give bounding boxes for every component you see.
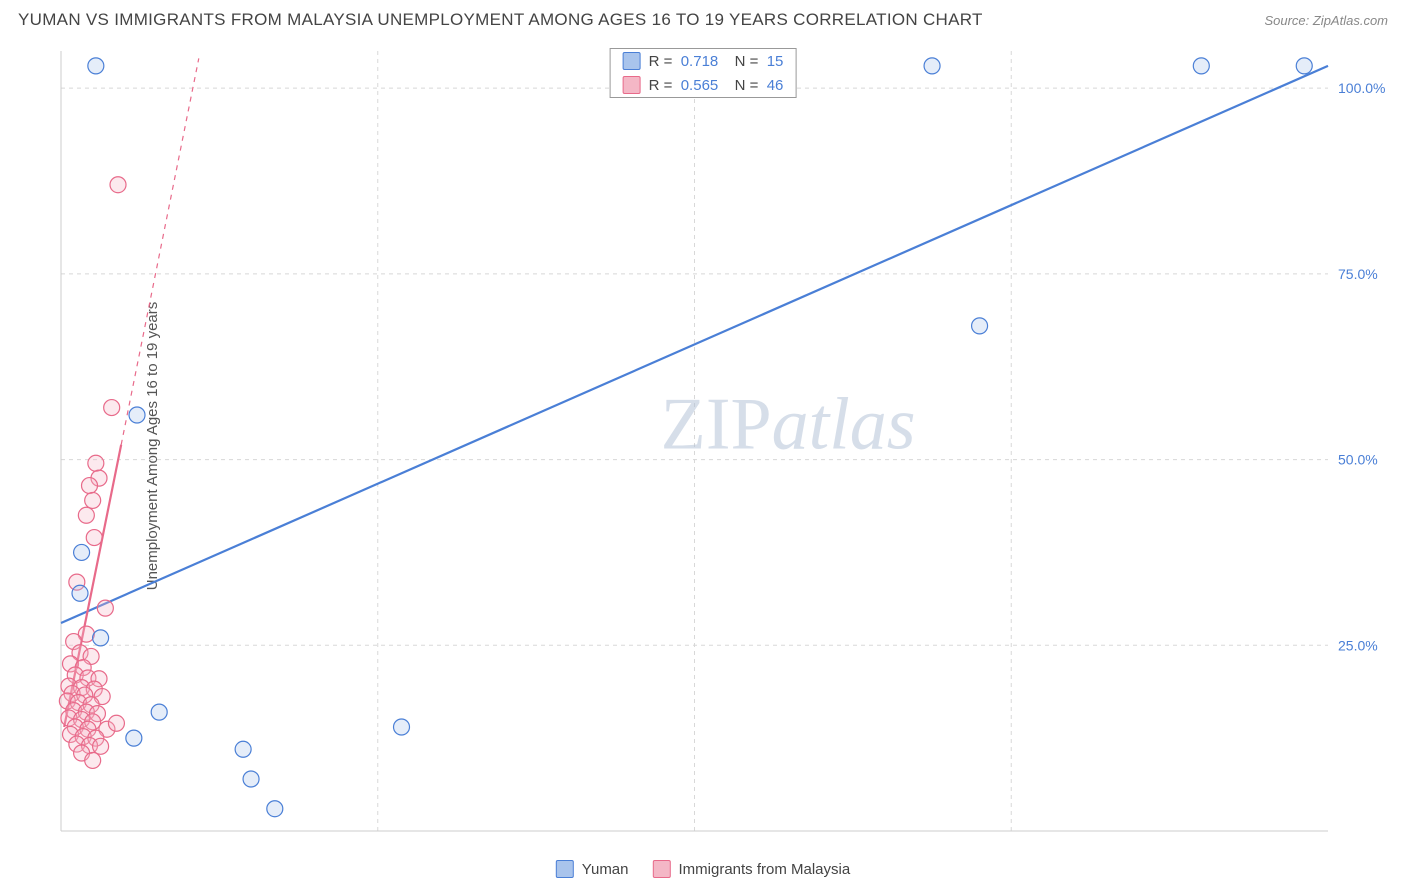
legend-swatch: [623, 52, 641, 70]
plot-area: 25.0%50.0%75.0%100.0%0.0%80.0% ZIPatlas: [55, 45, 1388, 837]
legend-r-label: R = 0.565: [649, 77, 719, 94]
source-label: Source: ZipAtlas.com: [1264, 13, 1388, 28]
svg-text:25.0%: 25.0%: [1338, 637, 1378, 653]
legend-correlation-row: R = 0.718 N = 15: [611, 49, 796, 73]
legend-series-label: Yuman: [582, 861, 629, 878]
legend-series-item: Immigrants from Malaysia: [653, 860, 851, 878]
legend-series-label: Immigrants from Malaysia: [679, 861, 851, 878]
scatter-svg: 25.0%50.0%75.0%100.0%0.0%80.0%: [55, 45, 1388, 837]
svg-text:100.0%: 100.0%: [1338, 80, 1385, 96]
legend-series: Yuman Immigrants from Malaysia: [556, 860, 850, 878]
legend-swatch: [556, 860, 574, 878]
legend-series-item: Yuman: [556, 860, 629, 878]
svg-text:75.0%: 75.0%: [1338, 266, 1378, 282]
chart-title: YUMAN VS IMMIGRANTS FROM MALAYSIA UNEMPL…: [18, 10, 983, 30]
svg-text:50.0%: 50.0%: [1338, 452, 1378, 468]
legend-swatch: [623, 76, 641, 94]
legend-r-label: R = 0.718: [649, 53, 719, 70]
legend-n-label: N = 15: [726, 53, 783, 70]
legend-correlation: R = 0.718 N = 15R = 0.565 N = 46: [610, 48, 797, 98]
legend-n-label: N = 46: [726, 77, 783, 94]
legend-swatch: [653, 860, 671, 878]
title-bar: YUMAN VS IMMIGRANTS FROM MALAYSIA UNEMPL…: [18, 10, 1388, 30]
chart-container: YUMAN VS IMMIGRANTS FROM MALAYSIA UNEMPL…: [0, 0, 1406, 892]
legend-correlation-row: R = 0.565 N = 46: [611, 73, 796, 97]
